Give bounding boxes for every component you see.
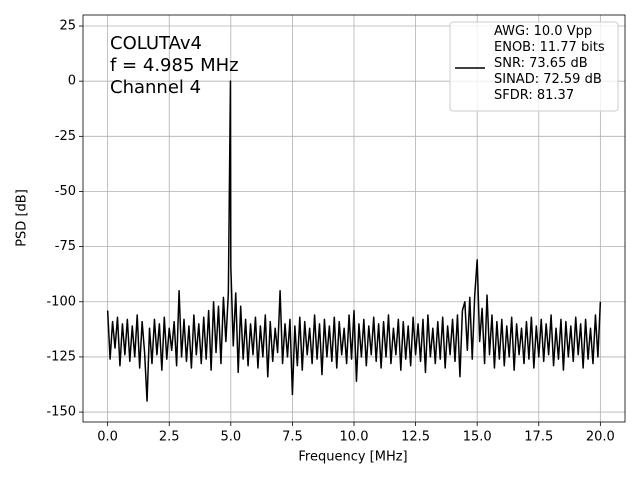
x-axis-label: Frequency [MHz] xyxy=(298,450,407,465)
x-tick-label: 2.5 xyxy=(159,430,180,445)
data-line xyxy=(106,80,602,402)
y-tick-label: -25 xyxy=(55,129,76,144)
y-tick-label: -150 xyxy=(46,405,76,420)
x-tick-label: 12.5 xyxy=(401,430,430,445)
annotation: COLUTAv4 xyxy=(110,33,202,54)
x-tick-label: 5.0 xyxy=(220,430,241,445)
y-tick-label: -75 xyxy=(55,239,76,254)
y-tick-label: -50 xyxy=(55,184,76,199)
x-tick-label: 0.0 xyxy=(97,430,118,445)
x-tick-label: 7.5 xyxy=(282,430,303,445)
annotation: Channel 4 xyxy=(110,77,201,98)
y-axis-label: PSD [dB] xyxy=(15,189,30,247)
x-tick-label: 20.0 xyxy=(586,430,615,445)
x-tick-label: 15.0 xyxy=(463,430,492,445)
axes-frame xyxy=(82,14,626,423)
legend-label: AWG: 10.0 Vpp ENOB: 11.77 bits SNR: 73.6… xyxy=(494,24,605,103)
y-tick-label: -125 xyxy=(46,349,76,364)
legend-box xyxy=(449,21,619,112)
y-tick-label: 0 xyxy=(68,74,76,89)
annotation: f = 4.985 MHz xyxy=(110,55,239,76)
y-tick-label: 25 xyxy=(59,19,76,34)
y-tick-label: -100 xyxy=(46,294,76,309)
x-tick-label: 10.0 xyxy=(340,430,369,445)
x-tick-label: 17.5 xyxy=(524,430,553,445)
